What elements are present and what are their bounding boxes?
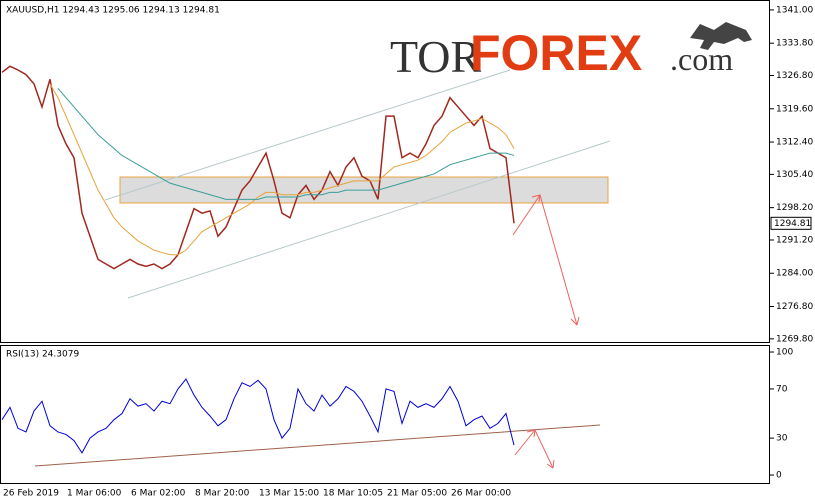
x-tick-label: 6 Mar 02:00 (131, 489, 186, 499)
price-panel (0, 0, 770, 343)
y-tick-label: 1284.00 (776, 269, 813, 279)
x-tick-label: 1 Mar 06:00 (67, 489, 122, 499)
arrow-heads (531, 194, 580, 326)
y-tick-label: 1319.60 (776, 104, 813, 114)
y-tick-label: 1276.80 (776, 302, 813, 312)
x-tick-label: 13 Mar 15:00 (259, 489, 319, 499)
y-tick-label: 1269.80 (776, 334, 813, 344)
y-tick-label: 1326.80 (776, 71, 813, 81)
y-tick-label: 1305.40 (776, 170, 813, 180)
logo-forex: FOREX (470, 25, 642, 81)
series-line (1, 65, 515, 270)
price-title: XAUUSD,H1 1294.43 1295.06 1294.13 1294.8… (6, 6, 220, 16)
rsi-panel (0, 345, 770, 484)
channel-lower (127, 140, 611, 299)
last-price-label: 1294.81 (774, 219, 811, 229)
y-tick-label: 1333.80 (776, 39, 813, 49)
logo-tor: TOR (390, 31, 481, 82)
series-line (49, 83, 515, 256)
series-line (57, 88, 515, 200)
y-tick-label: 100 (776, 348, 793, 358)
y-tick-label: 1291.20 (776, 235, 813, 245)
y-tick-label: 30 (776, 434, 788, 444)
channel-upper (104, 69, 511, 201)
rsi-title: RSI(13) 24.3079 (6, 350, 79, 360)
logo: TOR FOREX .com (390, 22, 752, 82)
y-tick-label: 1312.40 (776, 138, 813, 148)
x-tick-label: 8 Mar 20:00 (195, 489, 250, 499)
x-tick-label: 26 Mar 00:00 (451, 489, 511, 499)
bull-icon (690, 22, 752, 50)
y-tick-label: 0 (776, 471, 782, 481)
x-tick-label: 21 Mar 05:00 (387, 489, 447, 499)
last-price-box (770, 216, 812, 230)
y-tick-label: 1298.20 (776, 203, 813, 213)
x-tick-label: 18 Mar 10:05 (323, 489, 383, 499)
rsi-trendline (34, 424, 601, 467)
y-tick-label: 1341.00 (776, 5, 813, 15)
x-tick-label: 26 Feb 2019 (3, 489, 59, 499)
y-tick-label: 70 (776, 384, 788, 394)
rsi-arrow-heads (526, 429, 555, 469)
series-line (1, 378, 515, 454)
